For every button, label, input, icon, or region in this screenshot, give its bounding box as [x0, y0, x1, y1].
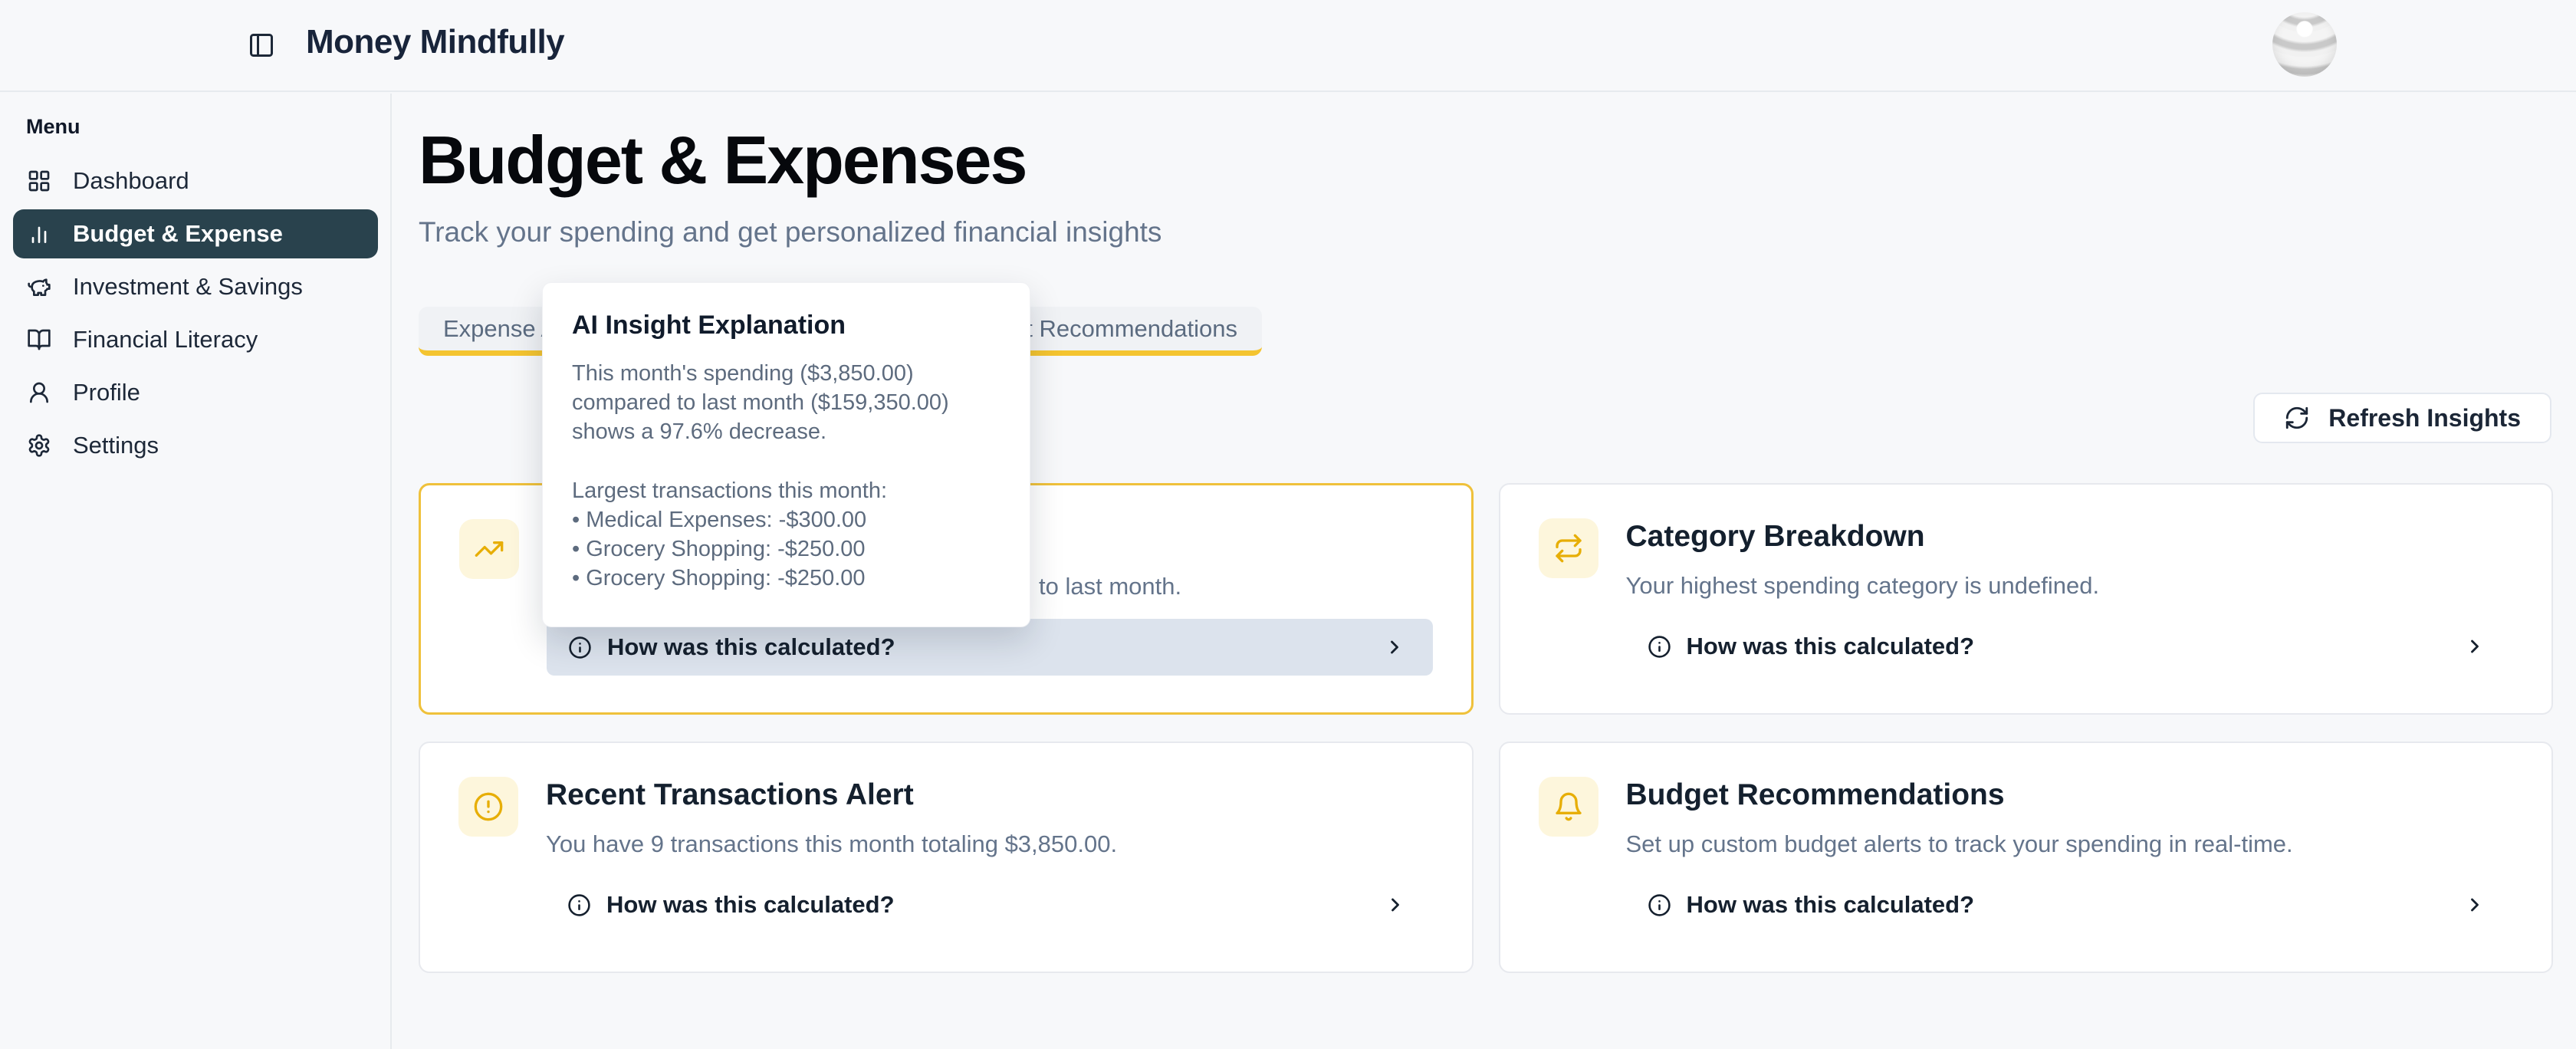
card-description: Set up custom budget alerts to track you…	[1625, 830, 2293, 857]
sidebar-item-label: Budget & Expense	[73, 220, 283, 247]
refresh-icon	[2284, 405, 2310, 431]
card-description: You have 9 transactions this month total…	[546, 830, 1118, 857]
popover-list-header: Largest transactions this month:	[572, 478, 888, 503]
sidebar-item-label: Dashboard	[73, 167, 189, 194]
ai-insight-popover: AI Insight Explanation This month's spen…	[542, 282, 1030, 627]
popover-transaction-item: • Medical Expenses: -$300.00	[572, 508, 867, 532]
sidebar-item-dashboard[interactable]: Dashboard	[13, 156, 378, 206]
recent-transactions-card: Recent Transactions Alert You have 9 tra…	[419, 742, 1474, 973]
popover-title: AI Insight Explanation	[572, 311, 846, 340]
sidebar-toggle-button[interactable]	[248, 31, 275, 59]
bell-icon	[1538, 777, 1598, 837]
refresh-insights-button[interactable]: Refresh Insights	[2253, 393, 2551, 443]
popover-transaction-item: • Grocery Shopping: -$250.00	[572, 537, 866, 561]
layout-grid-icon	[27, 169, 51, 193]
how-calculated-label-group: How was this calculated?	[1648, 891, 1975, 919]
card-description: Your highest spending category is undefi…	[1625, 572, 2100, 599]
sidebar-item-investment-savings[interactable]: Investment & Savings	[13, 262, 378, 311]
popover-transaction-item: • Grocery Shopping: -$250.00	[572, 566, 866, 590]
info-icon	[1648, 893, 1671, 917]
card-description: to last month.	[1039, 573, 1182, 600]
how-calculated-label: How was this calculated?	[607, 633, 895, 660]
info-icon	[1648, 635, 1671, 659]
how-calculated-label-group: How was this calculated?	[568, 633, 895, 661]
user-icon	[27, 380, 51, 405]
panel-left-icon	[248, 31, 275, 59]
app-title: Money Mindfully	[306, 23, 565, 61]
how-calculated-label: How was this calculated?	[1686, 633, 1975, 659]
how-calculated-row[interactable]: How was this calculated?	[546, 876, 1434, 933]
repeat-icon	[1538, 518, 1598, 578]
sidebar-item-settings[interactable]: Settings	[13, 421, 378, 470]
card-title: Budget Recommendations	[1625, 778, 2005, 811]
budget-recommendations-card: Budget Recommendations Set up custom bud…	[1498, 742, 2553, 973]
how-calculated-label-group: How was this calculated?	[567, 891, 895, 919]
page-subtitle: Track your spending and get personalized…	[419, 216, 1162, 248]
how-calculated-label: How was this calculated?	[606, 891, 895, 918]
sidebar-item-label: Investment & Savings	[73, 273, 303, 300]
user-avatar[interactable]	[2272, 12, 2337, 77]
card-body: to last month. How was this calculated?	[547, 519, 1433, 712]
gear-icon	[27, 433, 51, 458]
sidebar-item-budget-expense[interactable]: Budget & Expense	[13, 209, 378, 258]
card-body: Category Breakdown Your highest spending…	[1626, 518, 2514, 713]
sidebar-item-label: Financial Literacy	[73, 326, 258, 353]
sidebar-item-label: Profile	[73, 379, 140, 406]
how-calculated-row[interactable]: How was this calculated?	[1626, 876, 2514, 933]
category-breakdown-card: Category Breakdown Your highest spending…	[1498, 483, 2553, 715]
sidebar-item-label: Settings	[73, 432, 159, 459]
top-header: Money Mindfully	[0, 0, 2576, 92]
card-title: Recent Transactions Alert	[546, 778, 914, 811]
card-title: Category Breakdown	[1625, 520, 1925, 553]
sidebar-item-financial-literacy[interactable]: Financial Literacy	[13, 315, 378, 364]
card-body: Budget Recommendations Set up custom bud…	[1626, 777, 2514, 972]
trending-up-icon	[459, 519, 519, 579]
bar-chart-icon	[27, 222, 51, 246]
sidebar-menu-label: Menu	[26, 115, 80, 138]
how-calculated-row[interactable]: How was this calculated?	[1626, 618, 2514, 675]
info-icon	[568, 636, 592, 659]
sidebar-nav: Dashboard Budget & Expense Investment & …	[13, 156, 378, 474]
chevron-right-icon	[2464, 894, 2486, 916]
chevron-right-icon	[1385, 894, 1406, 916]
card-body: Recent Transactions Alert You have 9 tra…	[546, 777, 1434, 972]
alert-circle-icon	[458, 777, 518, 837]
how-calculated-label: How was this calculated?	[1686, 891, 1975, 918]
book-open-icon	[27, 327, 51, 352]
popover-paragraph: This month's spending ($3,850.00) compar…	[572, 361, 949, 444]
sidebar: Menu Dashboard Budget & Expense Investme…	[0, 94, 392, 1049]
chevron-right-icon	[2464, 636, 2486, 657]
page-title: Budget & Expenses	[419, 122, 1027, 198]
how-calculated-label-group: How was this calculated?	[1648, 633, 1975, 660]
how-calculated-row[interactable]: How was this calculated?	[547, 619, 1433, 676]
sidebar-item-profile[interactable]: Profile	[13, 368, 378, 417]
refresh-insights-label: Refresh Insights	[2328, 403, 2521, 432]
info-icon	[567, 893, 591, 917]
chevron-right-icon	[1384, 636, 1405, 658]
piggy-bank-icon	[27, 275, 51, 299]
